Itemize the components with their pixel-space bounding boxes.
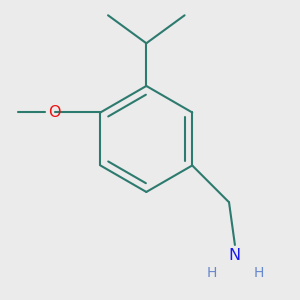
- Text: H: H: [206, 266, 217, 280]
- Text: O: O: [49, 105, 61, 120]
- Text: N: N: [229, 248, 241, 263]
- Text: H: H: [253, 266, 264, 280]
